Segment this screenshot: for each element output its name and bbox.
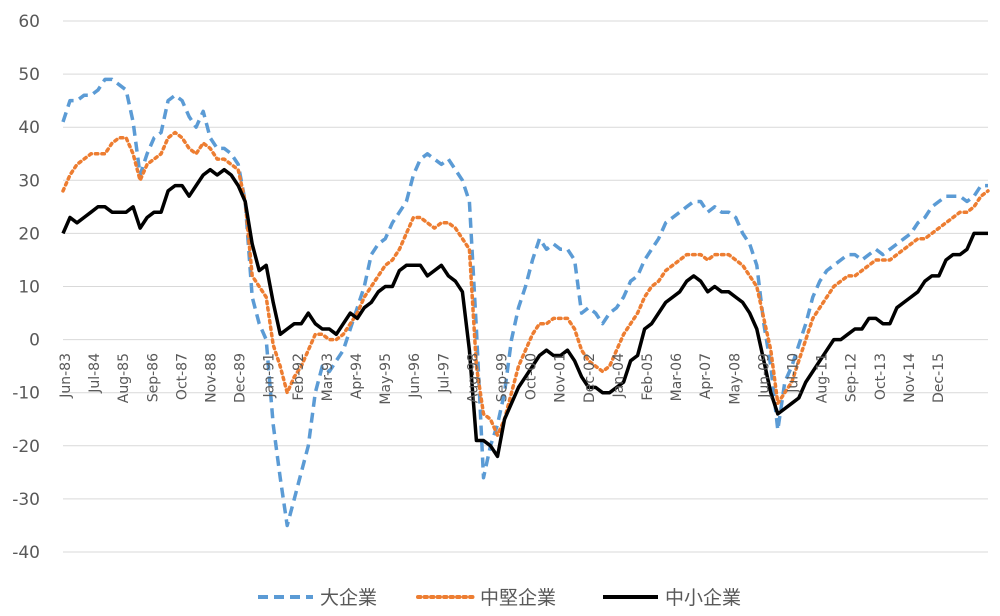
x-tick-label: Jul-84 bbox=[87, 353, 103, 394]
x-tick-label: Aug-98 bbox=[465, 353, 481, 403]
x-tick-label: Nov-88 bbox=[204, 353, 220, 403]
x-tick-label: May-95 bbox=[378, 353, 394, 405]
x-tick-label: Sep-99 bbox=[495, 353, 511, 402]
x-tick-label: Oct-87 bbox=[174, 353, 190, 400]
x-tick-label: May-08 bbox=[727, 353, 743, 405]
x-tick-label: Nov-14 bbox=[902, 353, 918, 403]
series-lines bbox=[61, 77, 990, 528]
legend-label: 中小企業 bbox=[665, 587, 741, 609]
x-tick-label: Jun-09 bbox=[756, 353, 772, 399]
y-tick-label: -10 bbox=[12, 384, 40, 404]
y-tick-label: 30 bbox=[18, 171, 40, 191]
y-axis: 60 50 40 30 20 10 0 -10 -20 -30 -40 bbox=[12, 12, 40, 563]
x-tick-label: Aug-11 bbox=[815, 353, 831, 403]
y-tick-label: 0 bbox=[29, 331, 40, 351]
x-tick-label: Apr-07 bbox=[698, 353, 714, 399]
y-tick-label: 20 bbox=[18, 224, 40, 244]
x-tick-label: Jul-10 bbox=[786, 353, 802, 394]
x-tick-label: Aug-85 bbox=[116, 353, 132, 403]
y-tick-label: -20 bbox=[12, 437, 40, 457]
x-tick-label: Jul-97 bbox=[436, 353, 452, 394]
y-tick-label: 40 bbox=[18, 118, 40, 138]
x-tick-label: Sep-86 bbox=[145, 353, 161, 402]
x-tick-label: Mar-93 bbox=[320, 353, 336, 401]
x-tick-label: Jun-83 bbox=[58, 353, 74, 399]
x-tick-label: Sep-12 bbox=[844, 353, 860, 402]
y-tick-label: 10 bbox=[18, 278, 40, 298]
y-tick-label: -40 bbox=[12, 543, 40, 563]
legend-label: 中堅企業 bbox=[480, 587, 556, 609]
x-tick-label: Dec-89 bbox=[233, 353, 249, 403]
legend: 大企業 中堅企業 中小企業 bbox=[258, 587, 741, 609]
y-tick-label: 50 bbox=[18, 65, 40, 85]
x-tick-label: Oct-13 bbox=[873, 353, 889, 400]
series-line bbox=[61, 167, 988, 459]
y-tick-label: 60 bbox=[18, 12, 40, 32]
x-tick-label: Feb-05 bbox=[640, 353, 656, 401]
x-tick-label: Feb-92 bbox=[291, 353, 307, 401]
legend-label: 大企業 bbox=[320, 587, 377, 609]
y-tick-label: -30 bbox=[12, 490, 40, 510]
x-tick-label: Dec-15 bbox=[931, 353, 947, 403]
x-tick-label: Nov-01 bbox=[553, 353, 569, 403]
x-tick-label: Jan-04 bbox=[611, 353, 627, 399]
x-tick-label: Jun-96 bbox=[407, 353, 423, 399]
x-tick-label: Oct-00 bbox=[524, 353, 540, 400]
x-tick-label: Apr-94 bbox=[349, 353, 365, 399]
series-line bbox=[61, 130, 990, 437]
x-tick-label: Mar-06 bbox=[669, 353, 685, 401]
x-axis: Jun-83 Jul-84 Aug-85 Sep-86 Oct-87 Nov-88 Dec-… bbox=[58, 353, 947, 405]
x-tick-label: Dec-02 bbox=[582, 353, 598, 403]
series-line bbox=[61, 77, 988, 528]
x-tick-label: Jan-91 bbox=[262, 353, 278, 398]
